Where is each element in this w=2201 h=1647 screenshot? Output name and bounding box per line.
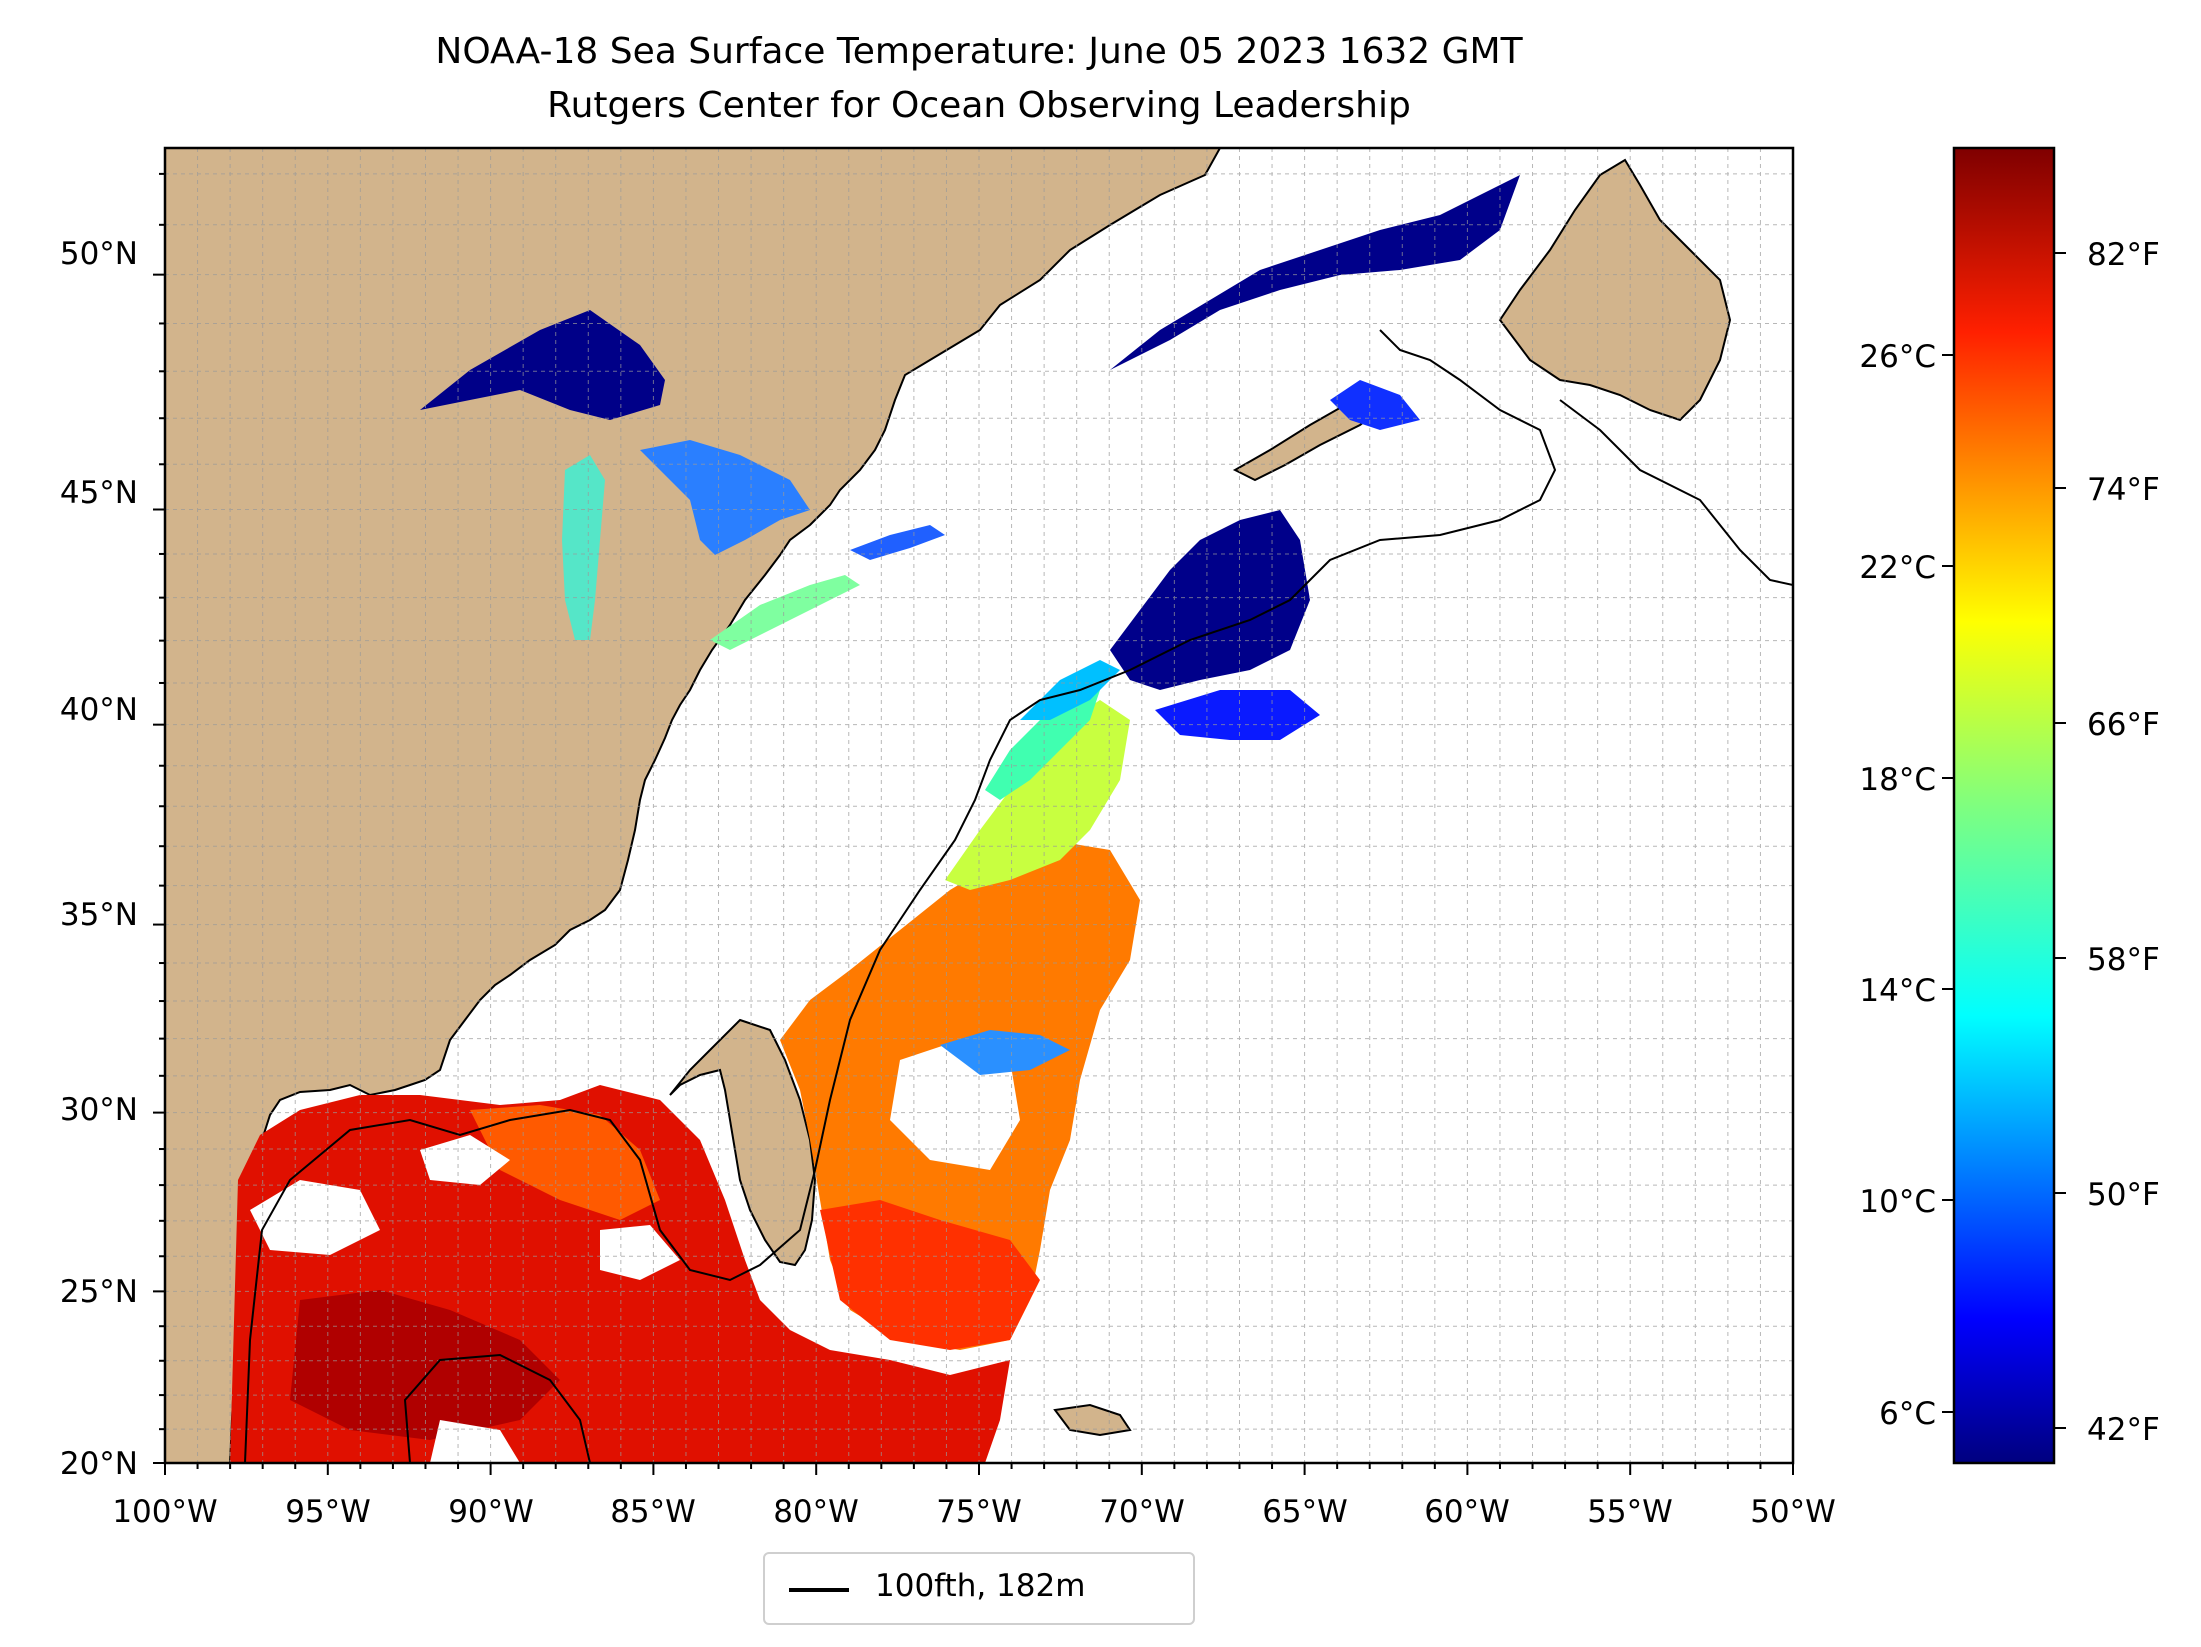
land-newfoundland [1498,158,1732,422]
map-frame [163,146,1795,1465]
legend: 100fth, 182m [763,1552,1195,1625]
lake-ontario [850,525,945,560]
lon-label-50w: 50°W [1750,1494,1836,1530]
lon-label-100w: 100°W [112,1494,218,1530]
cb-label-66f: 66°F [2087,707,2160,743]
cb-label-10c: 10°C [1859,1184,1936,1220]
lake-michigan [562,455,605,640]
lake-superior [420,310,665,420]
map-ticks [153,172,1794,1475]
sst-gulf-of-maine [1110,510,1320,740]
lon-label-85w: 85°W [610,1494,696,1530]
isobath-grand-banks [1559,399,1793,586]
sst-atlantic-midatlantic [945,660,1130,890]
lon-label-95w: 95°W [285,1494,371,1530]
cb-label-74f: 74°F [2087,472,2160,508]
legend-line-swatch [789,1588,849,1592]
cb-label-82f: 82°F [2087,237,2160,273]
map-gridlines [165,148,1793,1463]
lat-label-50n: 50°N [59,236,138,272]
lake-erie [710,575,860,650]
lon-label-70w: 70°W [1099,1494,1185,1530]
colorbar-ticks [1942,252,2066,1429]
cb-label-26c: 26°C [1859,339,1936,375]
sst-gulf-of-mexico [230,1085,1010,1463]
cb-label-42f: 42°F [2087,1412,2160,1448]
lon-label-55w: 55°W [1587,1494,1673,1530]
legend-label: 100fth, 182m [875,1568,1086,1604]
cb-label-22c: 22°C [1859,550,1936,586]
sst-gulf-of-st-lawrence [1110,175,1520,430]
cb-label-18c: 18°C [1859,762,1936,798]
land-cuba [677,1353,993,1434]
land-north-america [165,148,1222,1463]
lon-label-75w: 75°W [936,1494,1022,1530]
lat-label-25n: 25°N [59,1274,138,1310]
map-subtitle: Rutgers Center for Ocean Observing Leade… [547,85,1411,126]
isobath-100fth [244,329,1557,1463]
cb-label-14c: 14°C [1859,973,1936,1009]
isobath-cuba [403,1353,591,1463]
lon-label-80w: 80°W [773,1494,859,1530]
land-hispaniola [1053,1403,1132,1437]
land-yucatan [408,1363,542,1463]
lon-label-65w: 65°W [1262,1494,1348,1530]
colorbar [1952,146,2056,1465]
lat-label-30n: 30°N [59,1092,138,1128]
lat-label-45n: 45°N [59,475,138,511]
lake-huron [640,440,810,555]
cb-label-58f: 58°F [2087,942,2160,978]
lon-label-90w: 90°W [448,1494,534,1530]
land-nova-scotia [1232,393,1387,482]
lat-label-40n: 40°N [59,692,138,728]
cb-label-6c: 6°C [1879,1396,1936,1432]
lat-label-35n: 35°N [59,897,138,933]
land-florida [669,1018,817,1267]
sst-atlantic-southeast [780,840,1140,1350]
lon-label-60w: 60°W [1424,1494,1510,1530]
lat-label-20n: 20°N [59,1446,138,1482]
cb-label-50f: 50°F [2087,1177,2160,1213]
map-title: NOAA-18 Sea Surface Temperature: June 05… [435,31,1523,72]
